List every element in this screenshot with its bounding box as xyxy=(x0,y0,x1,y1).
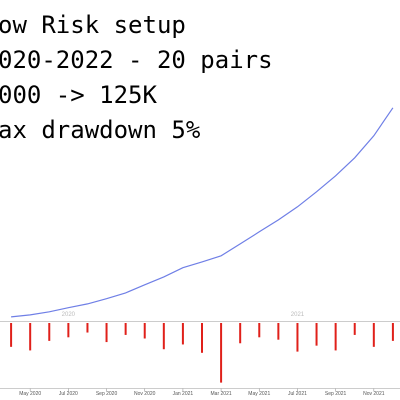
annotation: 000 -> 125K xyxy=(0,81,157,109)
annotations: ow Risk setup 020-2022 - 20 pairs 000 -> 1… xyxy=(0,11,273,144)
drawdown-bar xyxy=(105,323,108,343)
drawdown-bar xyxy=(201,323,203,353)
drawdown-bar xyxy=(334,323,337,351)
annotation: 020-2022 - 20 pairs xyxy=(0,46,273,74)
drawdown-bar xyxy=(10,323,13,347)
drawdown-bar xyxy=(67,323,70,338)
drawdown-bar xyxy=(239,323,242,344)
x-tick-label: Jan 2021 xyxy=(173,391,194,397)
year-label: 2021 xyxy=(291,312,305,318)
annotation: ax drawdown 5% xyxy=(0,116,201,144)
drawdown-bar xyxy=(258,323,261,338)
drawdown-bar xyxy=(296,323,299,352)
x-tick-label: May 2020 xyxy=(19,391,41,397)
x-tick-label: May 2021 xyxy=(248,391,270,397)
annotation: ow Risk setup xyxy=(0,11,186,39)
x-tick-label: Sep 2021 xyxy=(325,391,347,397)
drawdown-bar xyxy=(124,323,127,335)
x-tick-label: Jul 2021 xyxy=(288,391,307,397)
drawdown-bar xyxy=(86,323,89,333)
drawdown-bar xyxy=(181,323,184,345)
drawdown-bar xyxy=(391,323,394,341)
drawdown-bar xyxy=(372,323,375,347)
x-tick-label: Jul 2020 xyxy=(59,391,78,397)
drawdown-bar xyxy=(162,323,165,350)
drawdown-bar xyxy=(48,323,51,341)
drawdown-bar xyxy=(29,323,32,351)
x-tick-label: Nov 2020 xyxy=(134,391,156,397)
drawdown-bar xyxy=(353,323,356,335)
drawdown-bar xyxy=(315,323,318,346)
drawdown-bar xyxy=(143,323,146,339)
year-label: 2020 xyxy=(62,312,76,318)
x-tick-label: Mar 2021 xyxy=(211,391,232,397)
drawdown-bar xyxy=(220,323,223,383)
equity-line xyxy=(11,107,394,318)
x-tick-label: Nov 2021 xyxy=(363,391,385,397)
x-tick-label: Sep 2020 xyxy=(96,391,118,397)
drawdown-bar xyxy=(277,323,280,340)
